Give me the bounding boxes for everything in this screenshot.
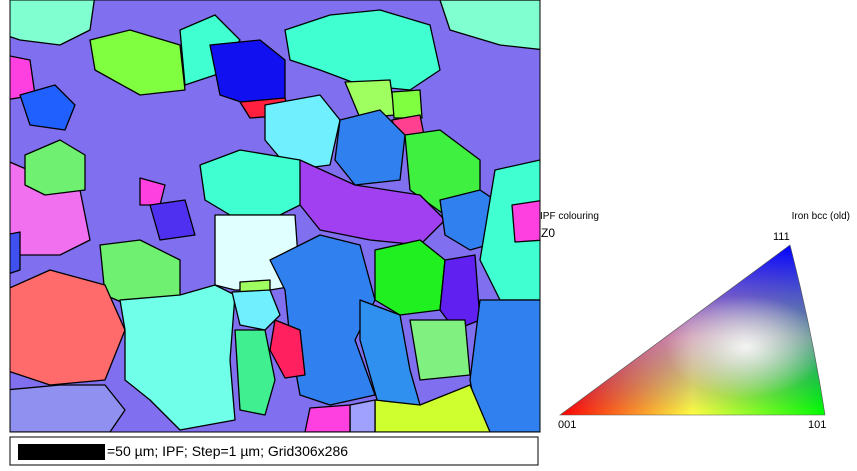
grain <box>375 240 445 315</box>
grain <box>200 150 310 215</box>
map-caption: =50 µm; IPF; Step=1 µm; Grid306x286 <box>107 443 348 459</box>
screen: =50 µm; IPF; Step=1 µm; Grid306x286 IPF … <box>0 0 857 466</box>
key-title: IPF colouring <box>540 211 599 222</box>
scale-bar <box>18 444 105 460</box>
ipf-triangle <box>560 245 825 415</box>
grain <box>350 400 375 432</box>
grain <box>392 90 422 118</box>
grain <box>5 232 20 275</box>
grain <box>5 385 125 432</box>
key-direction: Z0 <box>541 226 555 240</box>
key-phase: Iron bcc (old) <box>792 211 850 222</box>
corner-label-001: 001 <box>558 419 576 431</box>
grain <box>410 320 470 380</box>
shape <box>560 245 825 415</box>
corner-label-111: 111 <box>773 231 790 243</box>
corner-label-101: 101 <box>808 419 826 431</box>
page: =50 µm; IPF; Step=1 µm; Grid306x286 IPF … <box>0 0 857 471</box>
orientation-map <box>5 0 545 432</box>
grain <box>305 405 350 432</box>
grain <box>440 255 480 330</box>
